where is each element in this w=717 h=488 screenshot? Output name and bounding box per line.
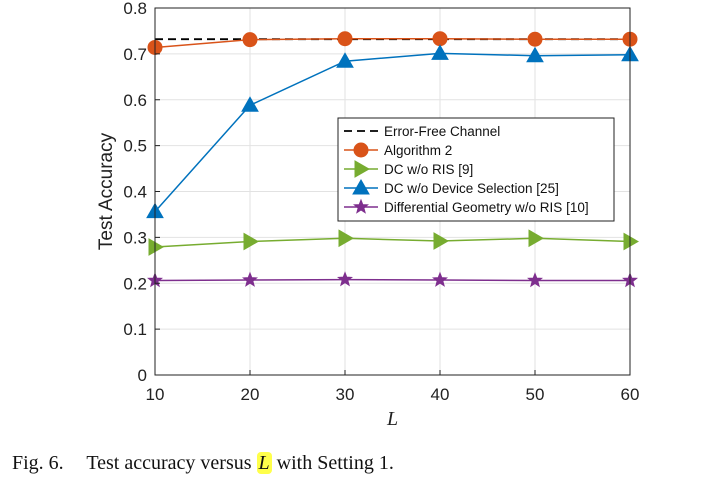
caption-text-before: Test accuracy versus [86, 452, 252, 474]
y-tick-label: 0.3 [123, 228, 147, 247]
data-point [241, 96, 259, 112]
data-point [148, 238, 165, 256]
legend-marker [352, 178, 370, 195]
figure-caption: Fig. 6. Test accuracy versus L with Sett… [12, 452, 394, 475]
line-chart: 0 0.1 0.2 0.3 0.4 0.5 0.6 0.7 0.8 10 20 30 40 50 60 Te… [96, 0, 640, 430]
x-axis-label: L [386, 408, 398, 430]
legend-box [337, 117, 615, 222]
x-tick-label: 40 [431, 385, 450, 404]
figure-number: Fig. 6. [12, 452, 64, 474]
legend-label: DC w/o Device Selection [25] [384, 181, 559, 196]
caption-variable: L [256, 452, 272, 474]
data-point [338, 229, 355, 248]
data-point [243, 232, 260, 251]
legend-marker [353, 198, 369, 214]
data-point [337, 271, 353, 287]
data-point [432, 31, 448, 47]
series-layer [146, 31, 640, 288]
data-point [242, 32, 258, 48]
legend-label: Error-Free Channel [384, 124, 500, 139]
series-1 [147, 31, 638, 55]
data-point [432, 271, 448, 287]
legend: Error-Free Channel Algorithm 2 DC w/o RIS … [337, 117, 615, 222]
y-axis-label: Test Accuracy [96, 132, 117, 250]
legend-label: DC w/o RIS [9] [384, 162, 473, 177]
y-tick-label: 0.6 [123, 91, 147, 110]
data-point [623, 232, 640, 251]
data-point [527, 272, 543, 288]
legend-label: Differential Geometry w/o RIS [10] [384, 200, 589, 215]
caption-text-after: with Setting 1. [276, 452, 394, 474]
x-tick-label: 30 [336, 385, 355, 404]
y-tick-label: 0.5 [123, 137, 147, 156]
data-point [528, 229, 545, 248]
series-line [154, 278, 630, 282]
y-tick-label: 0.4 [123, 183, 147, 202]
legend-marker [353, 142, 369, 158]
data-point [433, 232, 450, 250]
y-tick-label: 0 [138, 366, 147, 385]
y-tick-label: 0.2 [123, 274, 147, 293]
data-point [336, 52, 354, 68]
series-2 [148, 229, 640, 256]
x-tick-label: 10 [146, 385, 165, 404]
x-tick-label: 20 [241, 385, 260, 404]
y-tick-label: 0.8 [123, 0, 147, 18]
data-point [526, 46, 544, 63]
series-line [154, 37, 630, 49]
data-point [337, 31, 353, 47]
series-line [154, 52, 631, 213]
axis-ticks: 0 0.1 0.2 0.3 0.4 0.5 0.6 0.7 0.8 10 20 30 40 50 60 [123, 0, 639, 404]
data-point [242, 271, 258, 287]
y-tick-label: 0.7 [123, 45, 147, 64]
x-tick-label: 60 [621, 385, 640, 404]
data-point [431, 44, 449, 60]
series-line [154, 237, 631, 248]
data-point [527, 31, 543, 47]
legend-label: Algorithm 2 [384, 143, 452, 158]
legend-marker [354, 160, 371, 178]
series-4 [147, 271, 638, 288]
x-tick-label: 50 [526, 385, 545, 404]
y-tick-label: 0.1 [123, 320, 147, 339]
